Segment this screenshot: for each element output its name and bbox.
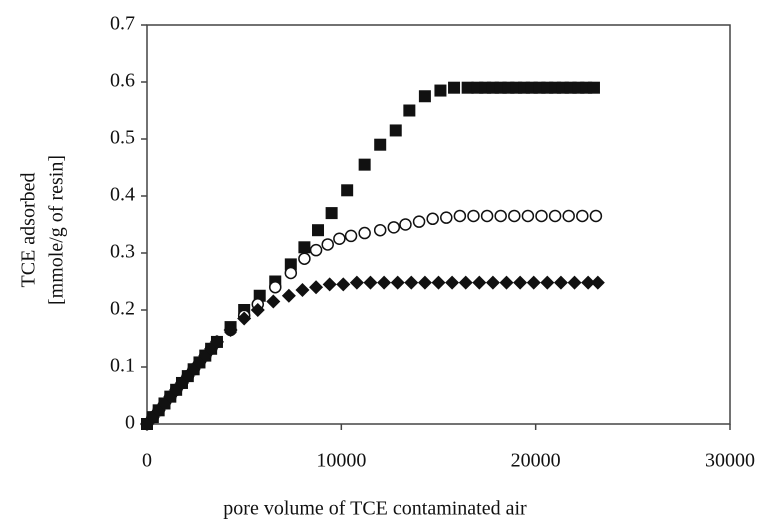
- square-marker: [434, 84, 447, 97]
- circle-marker: [508, 209, 521, 223]
- diamond-marker: [295, 283, 310, 298]
- diamond-marker: [445, 275, 460, 290]
- circle-marker: [284, 266, 298, 280]
- diamond-marker: [281, 288, 296, 303]
- circle-marker: [576, 209, 589, 223]
- square-marker: [341, 184, 354, 197]
- circle-marker: [333, 232, 346, 245]
- diamond-marker: [377, 275, 392, 290]
- circle-marker: [373, 223, 387, 237]
- square-marker: [461, 81, 474, 94]
- circle-marker: [562, 209, 575, 223]
- x-tick-label: 0: [142, 450, 152, 472]
- diamond-marker: [499, 275, 514, 290]
- y-tick-label: 0.4: [110, 184, 135, 206]
- circle-marker: [440, 211, 453, 224]
- x-tick-label: 20000: [511, 450, 561, 472]
- circle-marker: [298, 252, 311, 265]
- square-marker: [358, 158, 371, 171]
- square-marker: [448, 81, 461, 94]
- square-marker: [253, 289, 266, 302]
- y-axis-label: TCE adsorbed: [18, 173, 40, 288]
- square-marker: [502, 81, 515, 94]
- diamond-marker: [540, 275, 555, 290]
- diamond-marker: [223, 322, 238, 337]
- circle-marker: [521, 209, 535, 223]
- circle-marker: [494, 209, 507, 223]
- circle-marker: [548, 209, 562, 223]
- diamond-marker: [309, 280, 324, 295]
- diamond-marker: [349, 275, 364, 290]
- square-marker: [374, 138, 387, 151]
- diamond-marker: [209, 334, 224, 349]
- diamond-marker: [404, 275, 419, 290]
- circle-marker: [269, 280, 282, 294]
- y-tick-label: 0.1: [110, 355, 135, 377]
- circle-marker: [535, 209, 548, 223]
- x-axis-label: pore volume of TCE contaminated air: [223, 498, 527, 520]
- diamond-marker: [237, 311, 252, 326]
- diamond-marker: [553, 275, 568, 290]
- square-marker: [389, 124, 402, 137]
- plot-frame: [146, 24, 731, 425]
- circle-marker: [412, 215, 426, 228]
- circle-marker: [399, 218, 412, 231]
- circle-marker: [426, 212, 439, 226]
- y-tick-label: 0.3: [110, 241, 135, 263]
- circle-marker: [467, 209, 480, 223]
- diamond-marker: [581, 275, 596, 290]
- diamond-marker: [363, 275, 378, 290]
- circle-marker: [344, 229, 358, 243]
- y-axis-label: [mmole/g of resin]: [46, 155, 68, 305]
- y-tick-label: 0.5: [110, 127, 135, 149]
- diamond-marker: [590, 275, 605, 290]
- diamond-marker: [485, 275, 500, 290]
- square-marker: [325, 207, 338, 220]
- diamond-marker: [390, 275, 405, 290]
- diamond-marker: [431, 275, 446, 290]
- diamond-marker: [417, 275, 432, 290]
- square-marker: [418, 90, 431, 103]
- y-tick-label: 0.7: [110, 13, 135, 35]
- circle-marker: [589, 209, 603, 223]
- square-marker: [284, 258, 297, 271]
- diamond-marker: [322, 277, 337, 292]
- y-tick-label: 0.6: [110, 70, 135, 92]
- y-tick-label: 0: [125, 412, 135, 434]
- diamond-marker: [336, 277, 351, 292]
- circle-marker: [309, 243, 323, 257]
- square-marker: [298, 241, 311, 254]
- square-marker: [403, 104, 416, 117]
- square-marker: [312, 224, 325, 237]
- x-tick-label: 30000: [705, 450, 755, 472]
- diamond-marker: [472, 275, 487, 290]
- circle-marker: [358, 226, 371, 240]
- diamond-marker: [567, 275, 582, 290]
- diamond-marker: [266, 294, 281, 309]
- diamond-marker: [458, 275, 473, 290]
- circle-marker: [321, 238, 334, 251]
- y-tick-label: 0.2: [110, 298, 135, 320]
- x-tick-label: 10000: [316, 450, 366, 472]
- circle-marker: [387, 221, 401, 234]
- circle-marker: [453, 209, 467, 223]
- diamond-marker: [513, 275, 528, 290]
- diamond-marker: [526, 275, 541, 290]
- diamond-marker: [250, 303, 265, 317]
- circle-marker: [480, 209, 494, 223]
- square-marker: [587, 81, 600, 94]
